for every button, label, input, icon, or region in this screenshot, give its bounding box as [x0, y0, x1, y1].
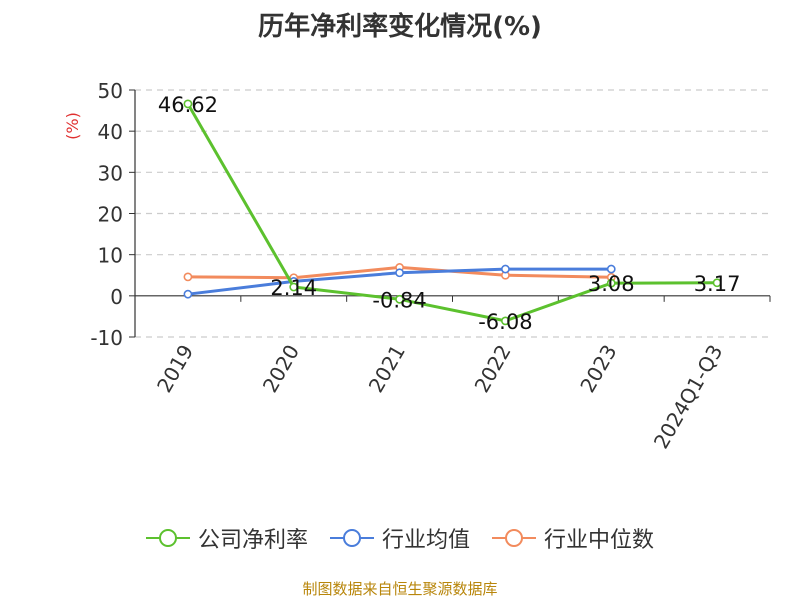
x-tick-label: 2023: [575, 341, 621, 397]
chart-title: 历年净利率变化情况(%): [258, 12, 542, 42]
x-tick-label: 2024Q1-Q3: [649, 341, 728, 453]
source-footer: 制图数据来自恒生聚源数据库: [302, 580, 498, 598]
legend-marker-company: [145, 529, 190, 547]
data-point: [395, 294, 404, 304]
legend-item-industry-mean[interactable]: 行业均值: [329, 522, 470, 554]
legend-marker-industry-median: [492, 529, 536, 547]
y-tick-label: 20: [98, 203, 123, 227]
data-point: [289, 282, 299, 292]
x-tick-label: 2022: [470, 340, 516, 396]
data-point: [712, 278, 722, 288]
data-point: [183, 272, 193, 282]
data-point: [606, 264, 616, 274]
y-tick-label: 10: [98, 244, 123, 268]
y-tick-label: 0: [110, 285, 123, 309]
data-label: 3.08: [588, 272, 635, 296]
data-point: [606, 278, 616, 288]
series-line: [186, 103, 718, 323]
data-point: [395, 268, 404, 278]
y-tick-label: 30: [98, 161, 123, 185]
legend-label-industry-median: 行业中位数: [544, 528, 655, 553]
legend-label-industry-mean: 行业均值: [381, 528, 470, 553]
data-label: 2.14: [270, 276, 317, 300]
data-point: [183, 99, 193, 109]
legend-item-industry-median[interactable]: 行业中位数: [492, 522, 654, 554]
data-label: 46.62: [158, 93, 218, 117]
y-axis-label: (%): [63, 112, 82, 140]
legend-marker-industry-mean: [329, 529, 374, 547]
data-label: 3.17: [694, 272, 741, 296]
x-tick-label: 2019: [152, 341, 198, 397]
data-point: [183, 289, 193, 299]
data-label: -6.08: [478, 310, 532, 334]
data-label: -0.84: [372, 288, 426, 312]
y-tick-label: -10: [90, 326, 123, 350]
x-tick-label: 2020: [258, 341, 304, 397]
y-tick-label: 50: [98, 79, 123, 103]
data-point: [501, 264, 510, 274]
x-tick-label: 2021: [364, 341, 410, 397]
legend-item-company[interactable]: 公司净利率: [145, 522, 308, 554]
y-tick-label: 40: [98, 120, 123, 144]
legend: 公司净利率 行业均值 行业中位数: [0, 522, 800, 554]
legend-label-company: 公司净利率: [197, 528, 308, 553]
data-point: [501, 316, 510, 326]
